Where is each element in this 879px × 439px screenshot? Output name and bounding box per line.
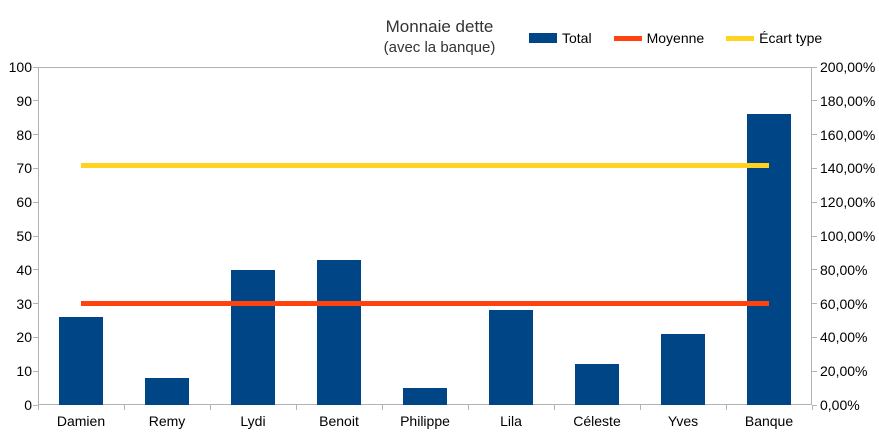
y-axis-left-tick (33, 201, 38, 203)
y-axis-left-tick (33, 134, 38, 136)
y-axis-right-tick-label: 160,00% (820, 126, 876, 143)
legend-item-ecart-type: Écart type (726, 30, 822, 46)
legend-item-total: Total (529, 30, 592, 46)
y-axis-right-tick-label: 120,00% (820, 194, 876, 211)
bar-lila (489, 310, 533, 405)
ecart-type-line (81, 162, 769, 168)
y-axis-right-tick-label: 100,00% (820, 228, 876, 244)
y-axis-right-tick (812, 66, 817, 68)
x-axis-tick (209, 405, 211, 410)
y-axis-left-tick-label: 60 (16, 194, 32, 211)
y-axis-left-tick-label: 80 (16, 126, 32, 143)
x-axis-tick (381, 405, 383, 410)
bar-celeste (575, 364, 619, 405)
bar-philippe (403, 388, 447, 405)
moyenne-series-swatch-icon (613, 35, 642, 41)
bar-benoit (317, 259, 361, 405)
x-axis-tick (811, 405, 813, 410)
ecart-type-series-swatch-icon (726, 35, 755, 41)
bar-yves (661, 334, 705, 405)
x-axis-tick (639, 405, 641, 410)
y-axis-right-tick (812, 336, 817, 338)
x-category-label-banque: Banque (744, 413, 794, 429)
bar-banque (747, 114, 791, 405)
y-axis-left-tick (33, 100, 38, 102)
legend-label-total: Total (562, 30, 592, 46)
chart-subtitle: (avec la banque) (383, 39, 496, 56)
y-axis-right-tick-label: 40,00% (820, 329, 868, 346)
y-axis-left-tick (33, 269, 38, 271)
x-category-label-lila: Lila (500, 413, 522, 429)
y-axis-left-tick-label: 10 (16, 363, 32, 380)
x-category-label-damien: Damien (56, 413, 106, 429)
x-category-label-lydi: Lydi (240, 413, 266, 429)
y-axis-right-tick (812, 269, 817, 271)
y-axis-left-tick (33, 235, 38, 237)
x-category-label-yves: Yves (667, 413, 699, 429)
legend-label-moyenne: Moyenne (646, 30, 705, 46)
y-axis-right-tick-label: 200,00% (820, 59, 876, 75)
bar-lydi (231, 269, 275, 405)
total-series-swatch-icon (529, 33, 557, 43)
y-axis-right-tick (812, 303, 817, 305)
x-axis-tick (467, 405, 469, 410)
x-category-label-benoit: Benoit (319, 413, 359, 429)
y-axis-right-tick-label: 60,00% (820, 295, 868, 312)
y-axis-right-tick (812, 404, 817, 406)
x-axis-tick (37, 405, 39, 410)
legend-label-ecart-type: Écart type (759, 30, 823, 46)
x-category-label-philippe: Philippe (400, 413, 450, 429)
y-axis-left-tick-label: 40 (16, 261, 32, 278)
x-axis-tick (123, 405, 125, 410)
x-axis-tick (553, 405, 555, 410)
y-axis-left-tick (33, 303, 38, 305)
y-axis-right-tick-label: 20,00% (820, 363, 868, 380)
y-axis-right-tick-label: 0,00% (820, 397, 860, 413)
y-axis-right-tick (812, 167, 817, 169)
y-axis-left-tick-label: 0 (24, 397, 32, 413)
bar-damien (59, 317, 103, 405)
y-axis-left-tick-label: 20 (16, 329, 32, 346)
y-axis-left-tick-label: 50 (16, 228, 32, 244)
y-axis-left-tick (33, 167, 38, 169)
y-axis-left-tick (33, 404, 38, 406)
chart-title: Monnaie dette (385, 17, 494, 36)
y-axis-left-tick (33, 336, 38, 338)
y-axis-right-tick (812, 235, 817, 237)
y-axis-right-tick-label: 80,00% (820, 261, 868, 278)
y-axis-right-tick (812, 370, 817, 372)
y-axis-right-tick (812, 134, 817, 136)
y-axis-right-tick-label: 180,00% (820, 92, 876, 109)
y-axis-right-tick (812, 201, 817, 203)
y-axis-left-tick-label: 30 (16, 295, 32, 312)
y-axis-right-tick (812, 100, 817, 102)
bar-remy (145, 377, 189, 405)
y-axis-left-tick (33, 370, 38, 372)
x-axis-tick (295, 405, 297, 410)
x-category-label-remy: Remy (148, 413, 186, 429)
chart-legend: Total Moyenne Écart type (529, 30, 822, 46)
y-axis-left-tick-label: 100 (8, 59, 32, 75)
legend-item-moyenne: Moyenne (613, 30, 705, 46)
moyenne-line (81, 301, 769, 307)
y-axis-left-tick-label: 70 (16, 160, 32, 177)
y-axis-left-tick (33, 66, 38, 68)
y-axis-right-tick-label: 140,00% (820, 160, 876, 177)
x-axis-tick (725, 405, 727, 410)
x-category-label-celeste: Céleste (573, 413, 621, 429)
y-axis-left-tick-label: 90 (16, 92, 32, 109)
